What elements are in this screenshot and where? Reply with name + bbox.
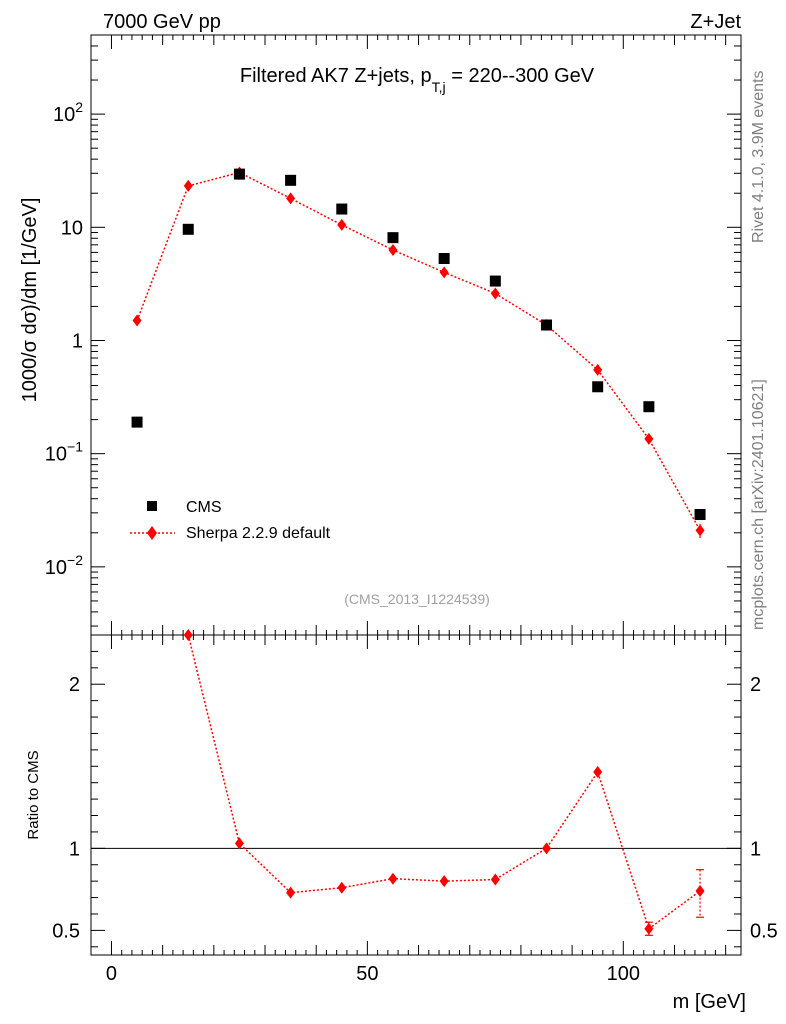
ratio-panel: 0.5 0.5 1 1 2 2 0 50 100 Ratio to CMS m [GeV] (25, 629, 778, 1013)
ratio-point (234, 837, 244, 850)
header-right-label: Z+Jet (690, 11, 741, 33)
cms-point (694, 509, 706, 521)
legend-cms-marker (147, 501, 157, 511)
ratio-y-tick-label-left: 2 (69, 674, 80, 696)
title-main-text: Filtered AK7 Z+jets, p (240, 65, 432, 87)
sherpa-point (439, 266, 449, 279)
main-title: Filtered AK7 Z+jets, pT,j = 220--300 GeV (240, 65, 595, 95)
cms-point (285, 174, 297, 186)
main-y-tick-label: 102 (53, 99, 83, 126)
cms-point (387, 232, 399, 244)
title-rest-text: = 220--300 GeV (446, 65, 595, 87)
main-frame (90, 34, 742, 636)
sherpa-point (286, 192, 296, 205)
ratio-point (644, 922, 654, 935)
main-data-layer (131, 166, 706, 538)
ratio-point (542, 842, 552, 855)
cms-point (233, 168, 245, 180)
ratio-point (439, 875, 449, 888)
sherpa-point (490, 287, 500, 300)
ratio-y-tick-label-right: 2 (750, 674, 761, 696)
analysis-watermark: (CMS_2013_I1224539) (344, 591, 490, 607)
sherpa-point (593, 363, 603, 376)
main-panel: 10−2 10−1 1 10 102 Filtered AK7 Z+jets, pT,j… (19, 34, 742, 636)
rivet-version-label: Rivet 4.1.0, 3.9M events (750, 70, 767, 243)
ratio-point (286, 886, 296, 899)
sherpa-point (183, 179, 193, 192)
cms-point (182, 223, 194, 235)
ratio-data-layer (183, 629, 705, 936)
legend-cms-label: CMS (186, 499, 222, 516)
ratio-point (593, 766, 603, 779)
sherpa-point (388, 244, 398, 257)
sherpa-point (644, 432, 654, 445)
sherpa-point (132, 314, 142, 327)
legend-sherpa-label: Sherpa 2.2.9 default (186, 525, 331, 542)
ratio-frame (90, 634, 742, 956)
cms-point (541, 319, 553, 331)
main-y-axis-label: 1000/σ dσ)/dm [1/GeV] (19, 198, 41, 403)
ratio-tick-labels: 0.5 0.5 1 1 2 2 0 50 100 (52, 674, 778, 985)
sherpa-line (136, 171, 701, 531)
main-y-tick-label: 10−2 (45, 552, 83, 579)
x-tick-label: 0 (106, 963, 117, 985)
sherpa-point (695, 524, 705, 537)
sherpa-point (337, 218, 347, 231)
cms-point (131, 416, 143, 428)
ratio-point (490, 873, 500, 886)
main-y-tick-labels: 10−2 10−1 1 10 102 (45, 99, 83, 579)
ratio-point (183, 629, 193, 641)
ratio-y-tick-label-left: 0.5 (52, 920, 80, 942)
ratio-point (388, 872, 398, 885)
mcplots-label: mcplots.cern.ch [arXiv:2401.10621] (750, 379, 767, 630)
ratio-point (695, 885, 705, 897)
cms-point (643, 401, 655, 413)
x-tick-label: 50 (356, 963, 378, 985)
x-axis-label: m [GeV] (673, 991, 746, 1013)
ratio-y-axis-label: Ratio to CMS (25, 750, 42, 839)
legend-sherpa-marker (147, 526, 157, 540)
title-subscript: T,j (432, 79, 446, 95)
ratio-y-tick-label-right: 1 (750, 838, 761, 860)
cms-point (592, 381, 604, 393)
legend: CMS Sherpa 2.2.9 default (130, 499, 331, 542)
main-y-tick-label: 10 (61, 217, 83, 239)
main-y-tick-label: 1 (72, 330, 83, 352)
header-left-label: 7000 GeV pp (103, 11, 221, 33)
ratio-axis-ticks (91, 634, 741, 955)
cms-point (489, 275, 501, 287)
ratio-y-tick-label-left: 1 (69, 838, 80, 860)
main-y-tick-label: 10−1 (45, 439, 83, 466)
cms-point (438, 253, 450, 265)
main-axis-ticks (91, 34, 741, 635)
ratio-point (337, 881, 347, 894)
cms-point (336, 203, 348, 215)
ratio-y-tick-label-right: 0.5 (750, 920, 778, 942)
x-tick-label: 100 (607, 963, 640, 985)
